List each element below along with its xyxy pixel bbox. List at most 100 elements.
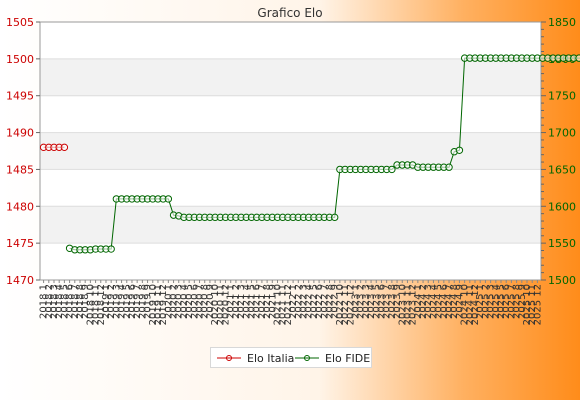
x-tick-label: 2025 1 <box>475 284 486 319</box>
x-tick-label: 2022 2 <box>293 284 304 319</box>
x-tick-label: 2020 3 <box>174 284 185 319</box>
x-tick-label: 2022 1 <box>288 284 299 319</box>
x-tick-label: 2020 12 <box>221 284 232 325</box>
legend-swatch-elo-fide <box>295 355 319 361</box>
x-tick-label: 2018 10 <box>85 284 96 325</box>
x-tick-label: 2019 1 <box>101 284 112 319</box>
x-tick-label: 2021 6 <box>252 284 263 319</box>
x-tick-label: 2025 9 <box>517 284 528 319</box>
data-point-elo-fide <box>388 165 396 174</box>
x-tick-label: 2018 3 <box>49 284 60 319</box>
x-tick-label: 2020 6 <box>189 284 200 319</box>
x-tick-label: 2020 11 <box>215 284 226 325</box>
data-point-elo-fide <box>445 163 453 171</box>
x-tick-label: 2024 8 <box>449 284 460 319</box>
x-tick-label: 2022 11 <box>340 284 351 325</box>
legend-label-elo-italia: Elo Italia <box>247 351 295 365</box>
x-tick-label: 2018 8 <box>75 284 86 319</box>
data-point-elo-fide <box>575 54 580 62</box>
x-tick-label: 2021 1 <box>226 284 237 319</box>
x-tick-label: 2023 6 <box>376 284 387 319</box>
y-left-tick-label: 1485 <box>6 163 34 176</box>
x-tick-label: 2025 4 <box>491 284 502 319</box>
legend: Elo Italia Elo FIDE <box>210 347 372 368</box>
x-tick-label: 2023 7 <box>382 284 393 319</box>
x-tick-label: 2020 1 <box>163 284 174 319</box>
x-tick-label: 2024 12 <box>470 284 481 325</box>
x-tick-label: 2018 6 <box>65 284 76 319</box>
x-tick-label: 2020 8 <box>200 284 211 319</box>
x-tick-label: 2024 5 <box>434 284 445 319</box>
x-tick-label: 2024 3 <box>423 284 434 319</box>
x-tick-label: 2023 2 <box>356 284 367 319</box>
data-point-elo-fide <box>330 213 339 222</box>
x-tick-label: 2018 7 <box>70 284 81 319</box>
x-tick-label: 2021 10 <box>273 284 284 325</box>
x-tick-label: 2022 12 <box>345 284 356 325</box>
x-tick-label: 2020 7 <box>195 284 206 319</box>
x-tick-label: 2020 4 <box>179 284 190 319</box>
y-right-tick-label: 1600 <box>548 200 576 213</box>
x-tick-label: 2018 11 <box>91 284 102 325</box>
x-tick-label: 2019 10 <box>148 284 159 325</box>
x-tick-label: 2022 7 <box>319 284 330 319</box>
x-tick-label: 2025 3 <box>486 284 497 319</box>
x-tick-label: 2024 9 <box>454 284 465 319</box>
x-tick-label: 2024 7 <box>444 284 455 319</box>
data-point-elo-fide <box>164 195 173 203</box>
x-tick-label: 2021 11 <box>278 284 289 325</box>
x-tick-label: 2022 4 <box>304 284 315 319</box>
x-tick-label: 2022 3 <box>298 284 309 319</box>
x-tick-label: 2024 1 <box>413 284 424 319</box>
y-left-tick-label: 1475 <box>6 237 34 250</box>
grid-band <box>40 58 541 96</box>
x-tick-label: 2021 4 <box>241 284 252 319</box>
legend-swatch-elo-italia <box>217 355 241 361</box>
x-tick-label: 2024 4 <box>428 284 439 319</box>
x-tick-label: 2025 11 <box>527 284 538 325</box>
x-tick-label: 2020 9 <box>205 284 216 319</box>
legend-item-elo-italia: Elo Italia <box>217 351 294 365</box>
x-tick-label: 2025 5 <box>496 284 507 319</box>
y-right-tick-label: 1850 <box>548 16 576 29</box>
data-point-elo-fide <box>455 146 464 154</box>
x-tick-label: 2023 8 <box>387 284 398 319</box>
x-tick-label: 2019 8 <box>137 284 148 319</box>
x-tick-label: 2020 10 <box>210 284 221 325</box>
x-tick-label: 2025 10 <box>522 284 533 325</box>
y-left-tick-label: 1470 <box>6 274 34 287</box>
x-tick-label: 2023 3 <box>361 284 372 319</box>
y-left-tick-label: 1500 <box>6 53 34 66</box>
y-right-tick-label: 1750 <box>548 90 576 103</box>
x-tick-label: 2025 6 <box>501 284 512 319</box>
x-tick-label: 2019 3 <box>111 284 122 319</box>
x-tick-label: 2019 11 <box>153 284 164 325</box>
y-right-tick-label: 1700 <box>548 127 576 140</box>
x-tick-label: 2019 7 <box>132 284 143 319</box>
x-tick-label: 2024 6 <box>439 284 450 319</box>
x-tick-label: 2023 1 <box>350 284 361 319</box>
y-left-tick-label: 1480 <box>6 200 34 213</box>
x-tick-label: 2018 2 <box>44 284 55 319</box>
x-tick-label: 2022 10 <box>335 284 346 325</box>
y-left-tick-label: 1495 <box>6 90 34 103</box>
x-tick-label: 2021 5 <box>247 284 258 319</box>
x-tick-label: 2023 10 <box>397 284 408 325</box>
x-tick-label: 2018 12 <box>96 284 107 325</box>
chart-title: Grafico Elo <box>257 6 322 20</box>
y-left-tick-label: 1505 <box>6 16 34 29</box>
x-tick-label: 2021 2 <box>231 284 242 319</box>
x-tick-label: 2025 12 <box>532 284 543 325</box>
x-tick-label: 2018 9 <box>80 284 91 319</box>
x-tick-label: 2020 2 <box>169 284 180 319</box>
grid-band <box>40 132 541 170</box>
x-tick-label: 2021 3 <box>236 284 247 319</box>
x-tick-label: 2025 8 <box>512 284 523 319</box>
x-tick-label: 2022 5 <box>309 284 320 319</box>
x-tick-label: 2018 5 <box>59 284 70 319</box>
x-tick-label: 2022 8 <box>324 284 335 319</box>
x-tick-label: 2019 4 <box>117 284 128 319</box>
y-right-tick-label: 1550 <box>548 237 576 250</box>
x-tick-label: 2023 4 <box>366 284 377 319</box>
